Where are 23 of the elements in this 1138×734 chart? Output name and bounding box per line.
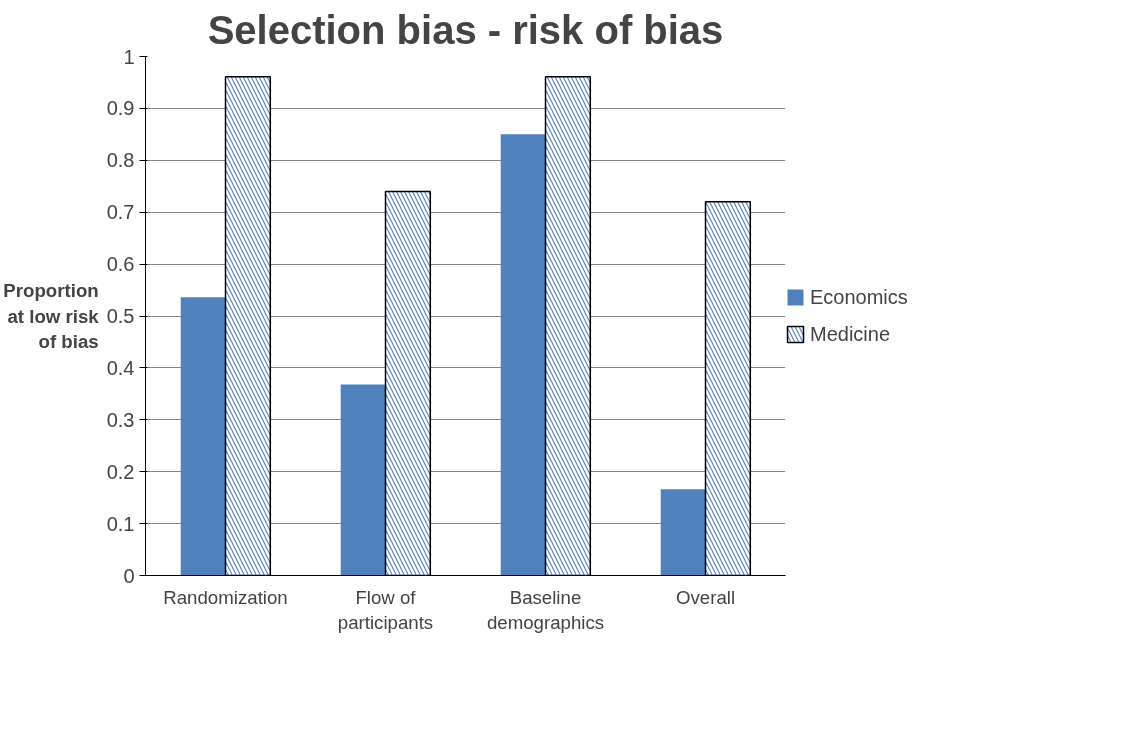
y-tick-label: 0.3 — [106, 408, 135, 431]
y-tick-label: 0.5 — [106, 305, 135, 327]
y-tick-label: 0 — [123, 564, 135, 587]
x-tick-label: Randomization — [163, 586, 288, 608]
bar — [500, 134, 546, 576]
y-axis-title: Proportion at low risk of bias — [3, 280, 100, 352]
bar — [660, 489, 706, 576]
bar — [340, 384, 386, 576]
y-tick-label: 0.6 — [106, 253, 135, 276]
y-tick-label: 0.4 — [106, 356, 135, 379]
legend-label: Economics — [810, 285, 908, 309]
y-tick-label: 0.8 — [106, 149, 135, 172]
x-tick-label: Flow of participants — [337, 586, 434, 633]
bar — [180, 297, 226, 576]
x-tick-label: Baseline demographics — [486, 586, 605, 633]
y-tick-label: 0.9 — [106, 97, 135, 120]
y-tick-label: 0.7 — [106, 201, 135, 224]
x-tick-label: Overall — [675, 586, 736, 608]
chart-title: Selection bias - risk of bias — [207, 7, 724, 52]
y-tick-label: 0.2 — [106, 460, 135, 483]
legend-label: Medicine — [810, 322, 891, 346]
y-tick-label: 1 — [123, 45, 135, 68]
y-tick-label: 0.1 — [106, 512, 135, 535]
